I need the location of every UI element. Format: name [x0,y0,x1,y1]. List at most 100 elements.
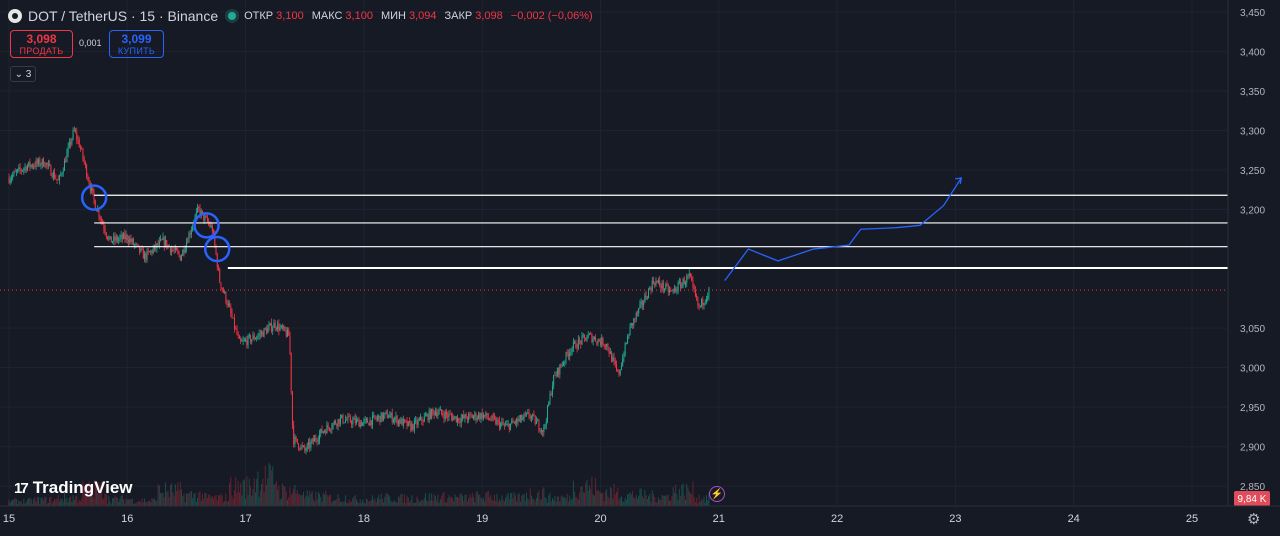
candle-body [508,423,510,430]
volume-bar [638,495,640,506]
sell-button[interactable]: 3,098 ПРОДАТЬ [10,30,73,58]
candle-body [519,415,521,419]
volume-bar [264,465,266,506]
candle-body [269,323,271,326]
candle-body [353,417,355,420]
candle-body [701,299,703,306]
lightning-icon[interactable]: ⚡ [709,486,725,502]
indicators-toggle[interactable]: ⌄ 3 [10,66,36,82]
candle-body [585,337,587,341]
candle-body [507,423,509,425]
x-tick-label: 16 [121,513,133,525]
candle-body [92,187,94,192]
candle-body [512,420,514,423]
candle-body [322,431,324,433]
volume-bar [579,492,581,506]
volume-bar [24,503,26,506]
gear-icon[interactable]: ⚙ [1247,511,1261,528]
volume-bar [368,501,370,506]
candle-body [671,290,673,292]
volume-bar [322,492,324,506]
candle-body [103,224,105,230]
open-value: 3,100 [276,10,304,22]
volume-bar [613,483,615,506]
candle-body [678,282,680,283]
volume-bar [455,496,457,506]
volume-bar [685,500,687,506]
candle-body [708,287,710,296]
candle-body [396,416,398,425]
candle-body [694,290,696,296]
volume-bar [214,495,216,506]
candle-body [116,236,118,241]
candle-body [200,210,202,216]
candle-body [580,340,582,345]
candle-body [368,422,370,426]
volume-bar [385,492,387,506]
candle-body [528,412,530,417]
candle-body [514,422,516,424]
volume-bar [326,494,328,506]
volume-bar [571,498,573,506]
candle-body [28,161,30,166]
candle-body [469,413,471,415]
volume-bar [184,502,186,506]
volume-bar [617,487,619,506]
volume-bar [570,499,572,506]
candle-body [83,158,85,163]
candle-body [312,438,314,442]
volume-bar [14,497,16,506]
candle-body [641,301,643,306]
candle-body [357,419,359,421]
candle-body [530,416,532,419]
volume-bar [373,500,375,506]
volume-bar [661,494,663,506]
candle-body [639,303,641,309]
volume-bar [157,484,159,506]
candle-body [431,408,433,419]
volume-bar [31,503,33,506]
volume-bar [270,470,272,506]
volume-bar [581,486,583,506]
candle-body [682,279,684,284]
volume-bar [433,494,435,506]
market-open-dot-icon [228,12,237,20]
candle-body [384,412,386,415]
volume-bar [469,494,471,506]
candle-body [257,335,259,338]
volume-bar [107,503,109,506]
candle-body [262,331,264,337]
volume-bar [112,498,114,506]
candle-body [670,290,672,291]
candle-body [156,243,158,249]
volume-bar [198,492,200,506]
volume-bar [15,498,17,506]
candle-body [126,235,128,240]
volume-bar [641,495,643,506]
change-value: −0,002 (−0,06%) [510,10,593,22]
candle-body [385,412,387,413]
volume-bar [597,490,599,506]
candle-body [553,374,555,386]
close-value: 3,098 [475,10,503,22]
symbol-title[interactable]: DOT / TetherUS · 15 · Binance [28,8,219,24]
volume-bar [272,466,274,506]
volume-bar [550,501,552,506]
volume-bars [8,463,710,506]
candle-body [474,413,476,417]
volume-bar [490,495,492,506]
volume-bar [650,501,652,506]
volume-bar [95,487,97,506]
candle-body [162,237,164,240]
tradingview-logo[interactable]: 17 TradingView [14,478,133,498]
volume-bar [475,492,477,506]
candle-body [31,164,33,167]
volume-bar [211,495,213,506]
candle-body [52,172,54,178]
volume-bar [131,498,133,506]
volume-bar [590,489,592,506]
candle-body [55,178,57,180]
buy-button[interactable]: 3,099 КУПИТЬ [109,30,164,58]
candle-body [666,284,668,286]
